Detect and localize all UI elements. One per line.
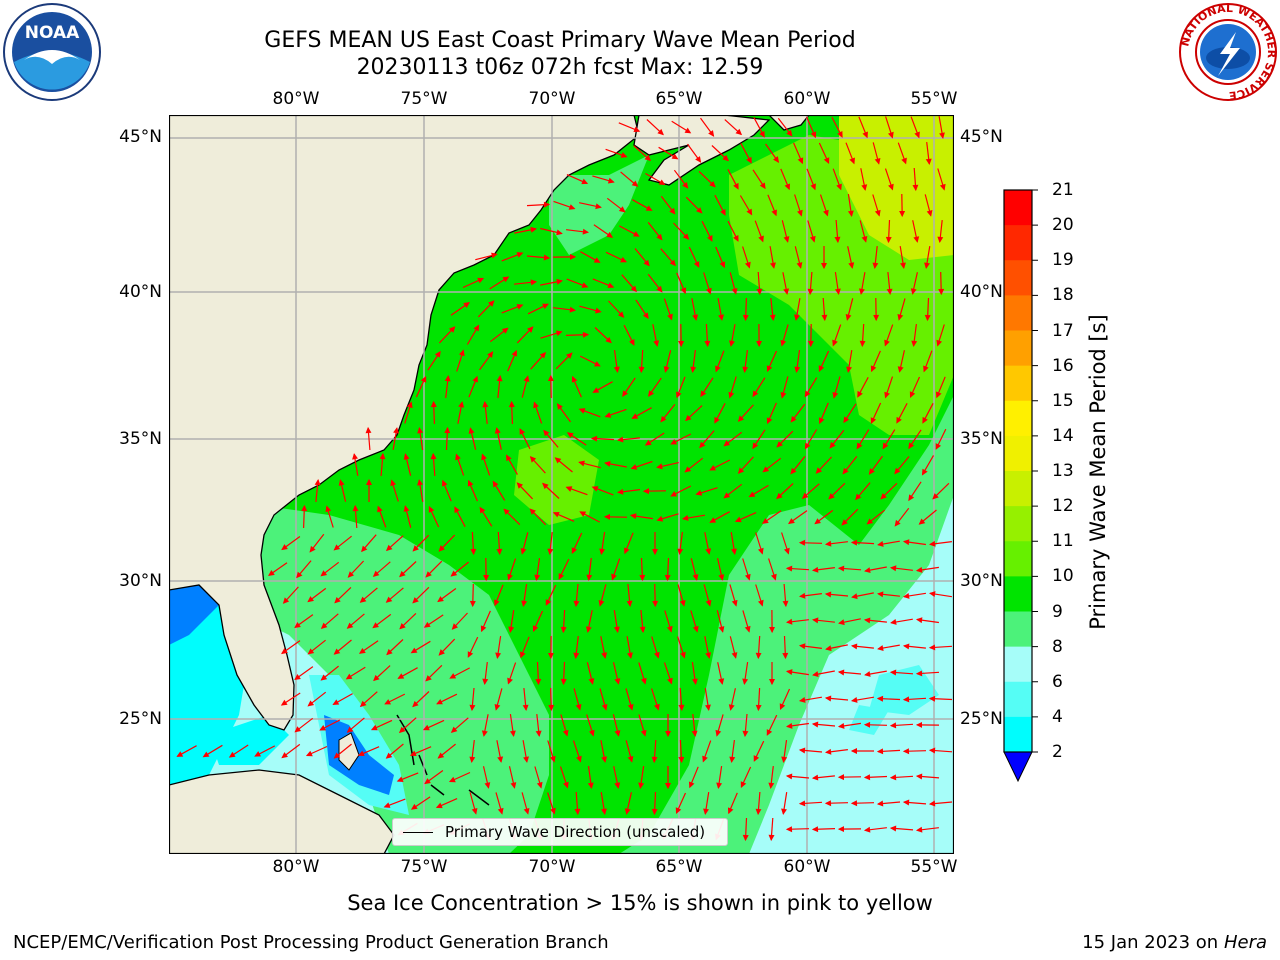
colorbar-tick-14: 14 xyxy=(1052,425,1074,446)
lat-tick-left-30n: 30°N xyxy=(119,571,162,591)
colorbar xyxy=(1003,189,1038,783)
lat-tick-right-30n: 30°N xyxy=(960,571,1003,591)
colorbar-band-11 xyxy=(1004,576,1032,613)
lat-tick-right-35n: 35°N xyxy=(960,429,1003,449)
ocean-blue4-gulf xyxy=(169,583,219,645)
lat-tick-left-35n: 35°N xyxy=(119,429,162,449)
lat-tick-right-45n: 45°N xyxy=(960,127,1003,147)
colorbar-band-0 xyxy=(1004,190,1032,226)
wave-period-map xyxy=(169,115,954,854)
colorbar-band-3 xyxy=(1004,295,1032,332)
lat-tick-right-25n: 25°N xyxy=(960,709,1003,729)
colorbar-band-1 xyxy=(1004,225,1032,261)
sea-ice-note: Sea Ice Concentration > 15% is shown in … xyxy=(347,891,933,915)
lon-tick-top-80w: 80°W xyxy=(272,89,320,109)
colorbar-tick-17: 17 xyxy=(1052,320,1074,341)
colorbar-tick-16: 16 xyxy=(1052,355,1074,376)
map-frame xyxy=(169,115,954,854)
colorbar-tick-12: 12 xyxy=(1052,496,1074,517)
map-title: GEFS MEAN US East Coast Primary Wave Mea… xyxy=(264,28,856,53)
colorbar-tick-13: 13 xyxy=(1052,461,1074,481)
colorbar-tick-20: 20 xyxy=(1052,215,1074,236)
lon-tick-bottom-70w: 70°W xyxy=(528,857,576,877)
lon-tick-bottom-65w: 65°W xyxy=(655,857,703,877)
map-subtitle: 20230113 t06z 072h fcst Max: 12.59 xyxy=(356,55,764,80)
legend-line-swatch xyxy=(403,832,433,833)
noaa-logo-icon: NOAA xyxy=(3,3,101,101)
land-us-east-coast xyxy=(169,115,640,731)
lat-tick-left-45n: 45°N xyxy=(119,127,162,147)
colorbar-extend-triangle xyxy=(1003,751,1033,783)
lon-tick-bottom-55w: 55°W xyxy=(910,857,958,877)
colorbar-tick-10: 10 xyxy=(1052,566,1074,587)
colorbar-band-9 xyxy=(1004,506,1032,542)
colorbar-band-13 xyxy=(1004,646,1032,683)
colorbar-band-2 xyxy=(1004,260,1032,296)
ocean-lime13 xyxy=(839,115,954,260)
run-date-text: 15 Jan 2023 on xyxy=(1082,932,1224,953)
lat-tick-left-25n: 25°N xyxy=(119,709,162,729)
colorbar-tick-11: 11 xyxy=(1052,531,1074,552)
lon-tick-top-55w: 55°W xyxy=(910,89,958,109)
run-date: 15 Jan 2023 on Hera xyxy=(1082,932,1267,954)
colorbar-band-6 xyxy=(1004,400,1032,437)
ocean-cyan6-strait xyxy=(209,715,289,765)
colorbar-tick-2: 2 xyxy=(1052,742,1063,762)
land-cuba xyxy=(169,769,395,854)
nws-logo-icon: NATIONAL WEATHER SERVICE xyxy=(1178,2,1278,102)
wave-direction-arrows xyxy=(176,116,953,842)
graticule xyxy=(169,115,954,854)
colorbar-label: Primary Wave Mean Period [s] xyxy=(1086,314,1110,630)
lon-tick-bottom-80w: 80°W xyxy=(272,857,320,877)
ocean-green10-north xyxy=(549,155,649,255)
noaa-logo-text: NOAA xyxy=(25,23,80,43)
lon-tick-bottom-60w: 60°W xyxy=(783,857,831,877)
map-legend: Primary Wave Direction (unscaled) xyxy=(392,818,728,846)
colorbar-tick-18: 18 xyxy=(1052,285,1074,306)
legend-label: Primary Wave Direction (unscaled) xyxy=(445,823,706,841)
colorbar-band-7 xyxy=(1004,435,1032,472)
ocean-cyan9-southeast xyxy=(749,495,954,854)
colorbar-band-14 xyxy=(1004,681,1032,718)
colorbar-band-5 xyxy=(1004,365,1032,402)
lon-tick-top-60w: 60°W xyxy=(783,89,831,109)
colorbar-band-10 xyxy=(1004,541,1032,577)
colorbar-band-12 xyxy=(1004,611,1032,648)
lon-tick-top-65w: 65°W xyxy=(655,89,703,109)
colorbar-tick-19: 19 xyxy=(1052,250,1074,271)
colorbar-tick-6: 6 xyxy=(1052,671,1063,692)
land-nova-scotia xyxy=(633,115,771,186)
ocean-cyan8-patch xyxy=(869,665,939,715)
colorbar-band-8 xyxy=(1004,471,1032,507)
machine-name: Hera xyxy=(1223,932,1267,953)
lon-tick-top-75w: 75°W xyxy=(400,89,448,109)
branch-credit: NCEP/EMC/Verification Post Processing Pr… xyxy=(13,932,609,953)
colorbar-tick-4: 4 xyxy=(1052,706,1063,727)
lat-tick-left-40n: 40°N xyxy=(119,282,162,302)
colorbar-band-15 xyxy=(1004,716,1032,753)
lat-tick-right-40n: 40°N xyxy=(960,282,1003,302)
colorbar-tick-8: 8 xyxy=(1052,636,1063,657)
land-bahamas-1 xyxy=(396,714,490,806)
colorbar-tick-21: 21 xyxy=(1052,180,1074,200)
lon-tick-bottom-75w: 75°W xyxy=(400,857,448,877)
colorbar-tick-9: 9 xyxy=(1052,601,1063,622)
lon-tick-top-70w: 70°W xyxy=(528,89,576,109)
ocean-cyan8-patch2 xyxy=(849,705,889,735)
colorbar-tick-15: 15 xyxy=(1052,390,1074,411)
colorbar-band-4 xyxy=(1004,330,1032,367)
ocean-green12-center xyxy=(514,435,599,525)
